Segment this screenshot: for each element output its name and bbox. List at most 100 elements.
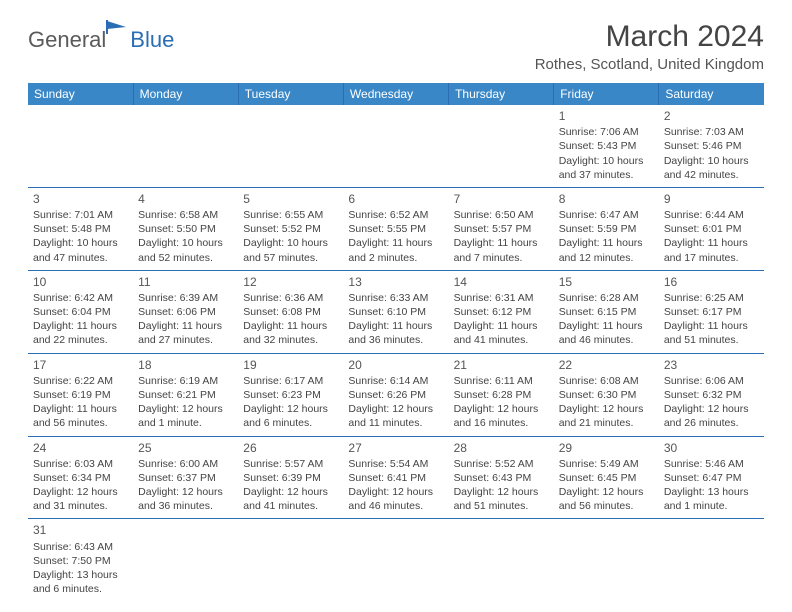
sunset-line: Sunset: 6:26 PM (348, 388, 443, 402)
calendar-day-cell: 30Sunrise: 5:46 AMSunset: 6:47 PMDayligh… (659, 436, 764, 519)
sunset-line: Sunset: 6:10 PM (348, 305, 443, 319)
day-number: 18 (138, 357, 233, 373)
calendar-day-cell (133, 105, 238, 187)
sunset-line: Sunset: 6:01 PM (664, 222, 759, 236)
title-block: March 2024 Rothes, Scotland, United King… (535, 20, 764, 73)
daylight-line: Daylight: 12 hours and 31 minutes. (33, 485, 128, 513)
calendar-day-cell (554, 519, 659, 601)
day-number: 17 (33, 357, 128, 373)
sunset-line: Sunset: 6:45 PM (559, 471, 654, 485)
daylight-line: Daylight: 12 hours and 6 minutes. (243, 402, 338, 430)
sunset-line: Sunset: 5:57 PM (454, 222, 549, 236)
calendar-day-cell: 25Sunrise: 6:00 AMSunset: 6:37 PMDayligh… (133, 436, 238, 519)
header: General Blue March 2024 Rothes, Scotland… (28, 20, 764, 73)
sunset-line: Sunset: 5:50 PM (138, 222, 233, 236)
sunrise-line: Sunrise: 5:46 AM (664, 457, 759, 471)
weekday-header: Sunday (28, 83, 133, 105)
sunset-line: Sunset: 6:30 PM (559, 388, 654, 402)
sunrise-line: Sunrise: 6:33 AM (348, 291, 443, 305)
sunset-line: Sunset: 6:34 PM (33, 471, 128, 485)
calendar-day-cell: 7Sunrise: 6:50 AMSunset: 5:57 PMDaylight… (449, 187, 554, 270)
calendar-day-cell (343, 519, 448, 601)
sunrise-line: Sunrise: 6:55 AM (243, 208, 338, 222)
calendar-day-cell: 31Sunrise: 6:43 AMSunset: 7:50 PMDayligh… (28, 519, 133, 601)
calendar-day-cell: 10Sunrise: 6:42 AMSunset: 6:04 PMDayligh… (28, 270, 133, 353)
sunrise-line: Sunrise: 6:39 AM (138, 291, 233, 305)
daylight-line: Daylight: 10 hours and 37 minutes. (559, 154, 654, 182)
daylight-line: Daylight: 13 hours and 6 minutes. (33, 568, 128, 596)
sunrise-line: Sunrise: 6:00 AM (138, 457, 233, 471)
sunrise-line: Sunrise: 6:17 AM (243, 374, 338, 388)
sunrise-line: Sunrise: 6:36 AM (243, 291, 338, 305)
calendar-week-row: 31Sunrise: 6:43 AMSunset: 7:50 PMDayligh… (28, 519, 764, 601)
sunrise-line: Sunrise: 6:08 AM (559, 374, 654, 388)
day-number: 5 (243, 191, 338, 207)
sunrise-line: Sunrise: 6:42 AM (33, 291, 128, 305)
daylight-line: Daylight: 11 hours and 51 minutes. (664, 319, 759, 347)
day-number: 16 (664, 274, 759, 290)
sunset-line: Sunset: 6:15 PM (559, 305, 654, 319)
calendar-day-cell: 16Sunrise: 6:25 AMSunset: 6:17 PMDayligh… (659, 270, 764, 353)
sunset-line: Sunset: 6:41 PM (348, 471, 443, 485)
calendar-day-cell: 4Sunrise: 6:58 AMSunset: 5:50 PMDaylight… (133, 187, 238, 270)
calendar-day-cell (238, 105, 343, 187)
sunset-line: Sunset: 6:19 PM (33, 388, 128, 402)
sunset-line: Sunset: 5:48 PM (33, 222, 128, 236)
sunrise-line: Sunrise: 5:49 AM (559, 457, 654, 471)
daylight-line: Daylight: 11 hours and 12 minutes. (559, 236, 654, 264)
calendar-day-cell (28, 105, 133, 187)
sunrise-line: Sunrise: 6:03 AM (33, 457, 128, 471)
sunset-line: Sunset: 6:28 PM (454, 388, 549, 402)
month-title: March 2024 (535, 20, 764, 54)
sunset-line: Sunset: 5:43 PM (559, 139, 654, 153)
calendar-day-cell (133, 519, 238, 601)
sunrise-line: Sunrise: 6:31 AM (454, 291, 549, 305)
sunrise-line: Sunrise: 6:22 AM (33, 374, 128, 388)
day-number: 14 (454, 274, 549, 290)
daylight-line: Daylight: 11 hours and 17 minutes. (664, 236, 759, 264)
sunrise-line: Sunrise: 7:06 AM (559, 125, 654, 139)
calendar-day-cell: 8Sunrise: 6:47 AMSunset: 5:59 PMDaylight… (554, 187, 659, 270)
sunset-line: Sunset: 6:08 PM (243, 305, 338, 319)
calendar-day-cell: 13Sunrise: 6:33 AMSunset: 6:10 PMDayligh… (343, 270, 448, 353)
calendar-day-cell (343, 105, 448, 187)
weekday-header: Wednesday (343, 83, 448, 105)
daylight-line: Daylight: 13 hours and 1 minute. (664, 485, 759, 513)
day-number: 4 (138, 191, 233, 207)
sunset-line: Sunset: 5:59 PM (559, 222, 654, 236)
sunset-line: Sunset: 6:06 PM (138, 305, 233, 319)
day-number: 26 (243, 440, 338, 456)
calendar-day-cell: 18Sunrise: 6:19 AMSunset: 6:21 PMDayligh… (133, 353, 238, 436)
calendar-day-cell: 1Sunrise: 7:06 AMSunset: 5:43 PMDaylight… (554, 105, 659, 187)
sunrise-line: Sunrise: 7:03 AM (664, 125, 759, 139)
calendar-day-cell: 20Sunrise: 6:14 AMSunset: 6:26 PMDayligh… (343, 353, 448, 436)
calendar-day-cell: 23Sunrise: 6:06 AMSunset: 6:32 PMDayligh… (659, 353, 764, 436)
calendar-day-cell: 29Sunrise: 5:49 AMSunset: 6:45 PMDayligh… (554, 436, 659, 519)
daylight-line: Daylight: 12 hours and 41 minutes. (243, 485, 338, 513)
daylight-line: Daylight: 11 hours and 22 minutes. (33, 319, 128, 347)
calendar-day-cell: 22Sunrise: 6:08 AMSunset: 6:30 PMDayligh… (554, 353, 659, 436)
sunset-line: Sunset: 6:39 PM (243, 471, 338, 485)
sunset-line: Sunset: 6:43 PM (454, 471, 549, 485)
daylight-line: Daylight: 11 hours and 46 minutes. (559, 319, 654, 347)
sunset-line: Sunset: 6:37 PM (138, 471, 233, 485)
daylight-line: Daylight: 12 hours and 21 minutes. (559, 402, 654, 430)
calendar-week-row: 17Sunrise: 6:22 AMSunset: 6:19 PM Dayligh… (28, 353, 764, 436)
logo: General Blue (28, 20, 174, 53)
daylight-line: Daylight: 11 hours and 2 minutes. (348, 236, 443, 264)
sunset-line: Sunset: 5:46 PM (664, 139, 759, 153)
calendar-day-cell: 5Sunrise: 6:55 AMSunset: 5:52 PMDaylight… (238, 187, 343, 270)
daylight-line: Daylight: 11 hours and 32 minutes. (243, 319, 338, 347)
day-number: 22 (559, 357, 654, 373)
calendar-day-cell: 6Sunrise: 6:52 AMSunset: 5:55 PMDaylight… (343, 187, 448, 270)
sunset-line: Sunset: 6:12 PM (454, 305, 549, 319)
sunrise-line: Sunrise: 7:01 AM (33, 208, 128, 222)
sunset-line: Sunset: 7:50 PM (33, 554, 128, 568)
daylight-line: Daylight: 12 hours and 26 minutes. (664, 402, 759, 430)
calendar-day-cell (238, 519, 343, 601)
daylight-line: Daylight: 12 hours and 36 minutes. (138, 485, 233, 513)
calendar-day-cell: 21Sunrise: 6:11 AMSunset: 6:28 PMDayligh… (449, 353, 554, 436)
sunset-line: Sunset: 6:17 PM (664, 305, 759, 319)
calendar-day-cell: 14Sunrise: 6:31 AMSunset: 6:12 PMDayligh… (449, 270, 554, 353)
calendar-day-cell (659, 519, 764, 601)
